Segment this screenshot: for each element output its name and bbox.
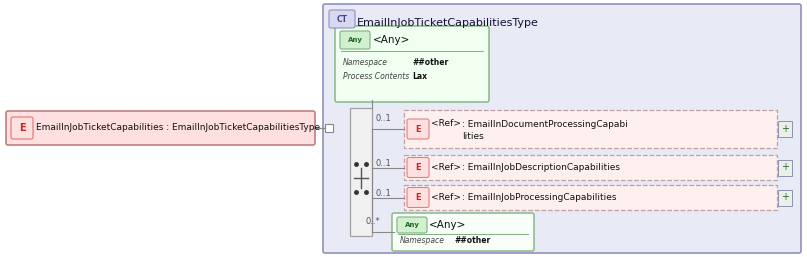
Bar xyxy=(778,160,792,176)
Text: ##other: ##other xyxy=(454,236,490,245)
Text: E: E xyxy=(415,193,420,202)
Text: : EmailInJobDescriptionCapabilities: : EmailInJobDescriptionCapabilities xyxy=(462,163,620,172)
FancyBboxPatch shape xyxy=(6,111,315,145)
Bar xyxy=(778,121,792,137)
FancyBboxPatch shape xyxy=(407,119,429,139)
Text: ##other: ##other xyxy=(412,58,448,67)
Text: <Ref>: <Ref> xyxy=(431,163,461,172)
Text: <Any>: <Any> xyxy=(373,35,411,45)
FancyBboxPatch shape xyxy=(392,213,534,251)
Text: : EmailInDocumentProcessingCapabi: : EmailInDocumentProcessingCapabi xyxy=(462,120,628,129)
FancyBboxPatch shape xyxy=(323,4,801,253)
Text: +: + xyxy=(781,192,789,203)
Text: Lax: Lax xyxy=(412,72,427,81)
Bar xyxy=(404,110,777,148)
Text: lities: lities xyxy=(462,132,483,141)
Bar xyxy=(404,155,777,180)
Text: Any: Any xyxy=(348,37,362,43)
Text: : EmailInJobProcessingCapabilities: : EmailInJobProcessingCapabilities xyxy=(462,193,617,202)
Bar xyxy=(325,124,333,132)
Text: 0..1: 0..1 xyxy=(376,189,391,198)
FancyBboxPatch shape xyxy=(329,10,355,28)
FancyBboxPatch shape xyxy=(340,31,370,49)
FancyBboxPatch shape xyxy=(397,217,427,233)
Bar xyxy=(350,108,372,236)
Text: <Ref>: <Ref> xyxy=(431,193,461,202)
Text: <Ref>: <Ref> xyxy=(431,120,461,128)
FancyBboxPatch shape xyxy=(407,188,429,207)
Text: 0..*: 0..* xyxy=(366,217,381,226)
Bar xyxy=(778,189,792,206)
Text: <Any>: <Any> xyxy=(429,220,466,230)
FancyBboxPatch shape xyxy=(11,117,33,139)
Text: E: E xyxy=(415,124,420,133)
Text: Process Contents: Process Contents xyxy=(343,72,409,81)
Text: E: E xyxy=(415,163,420,172)
Text: Namespace: Namespace xyxy=(343,58,388,67)
Text: 0..1: 0..1 xyxy=(376,114,391,123)
Text: CT: CT xyxy=(337,14,348,23)
Text: 0..1: 0..1 xyxy=(376,159,391,168)
FancyBboxPatch shape xyxy=(407,158,429,178)
Text: EmailInJobTicketCapabilitiesType: EmailInJobTicketCapabilitiesType xyxy=(357,18,539,28)
Text: Namespace: Namespace xyxy=(400,236,445,245)
Text: Any: Any xyxy=(404,222,420,228)
Text: +: + xyxy=(781,162,789,172)
Text: +: + xyxy=(781,124,789,134)
Bar xyxy=(404,185,777,210)
FancyBboxPatch shape xyxy=(335,26,489,102)
Text: E: E xyxy=(19,123,25,133)
Text: EmailInJobTicketCapabilities : EmailInJobTicketCapabilitiesType: EmailInJobTicketCapabilities : EmailInJo… xyxy=(36,124,320,133)
